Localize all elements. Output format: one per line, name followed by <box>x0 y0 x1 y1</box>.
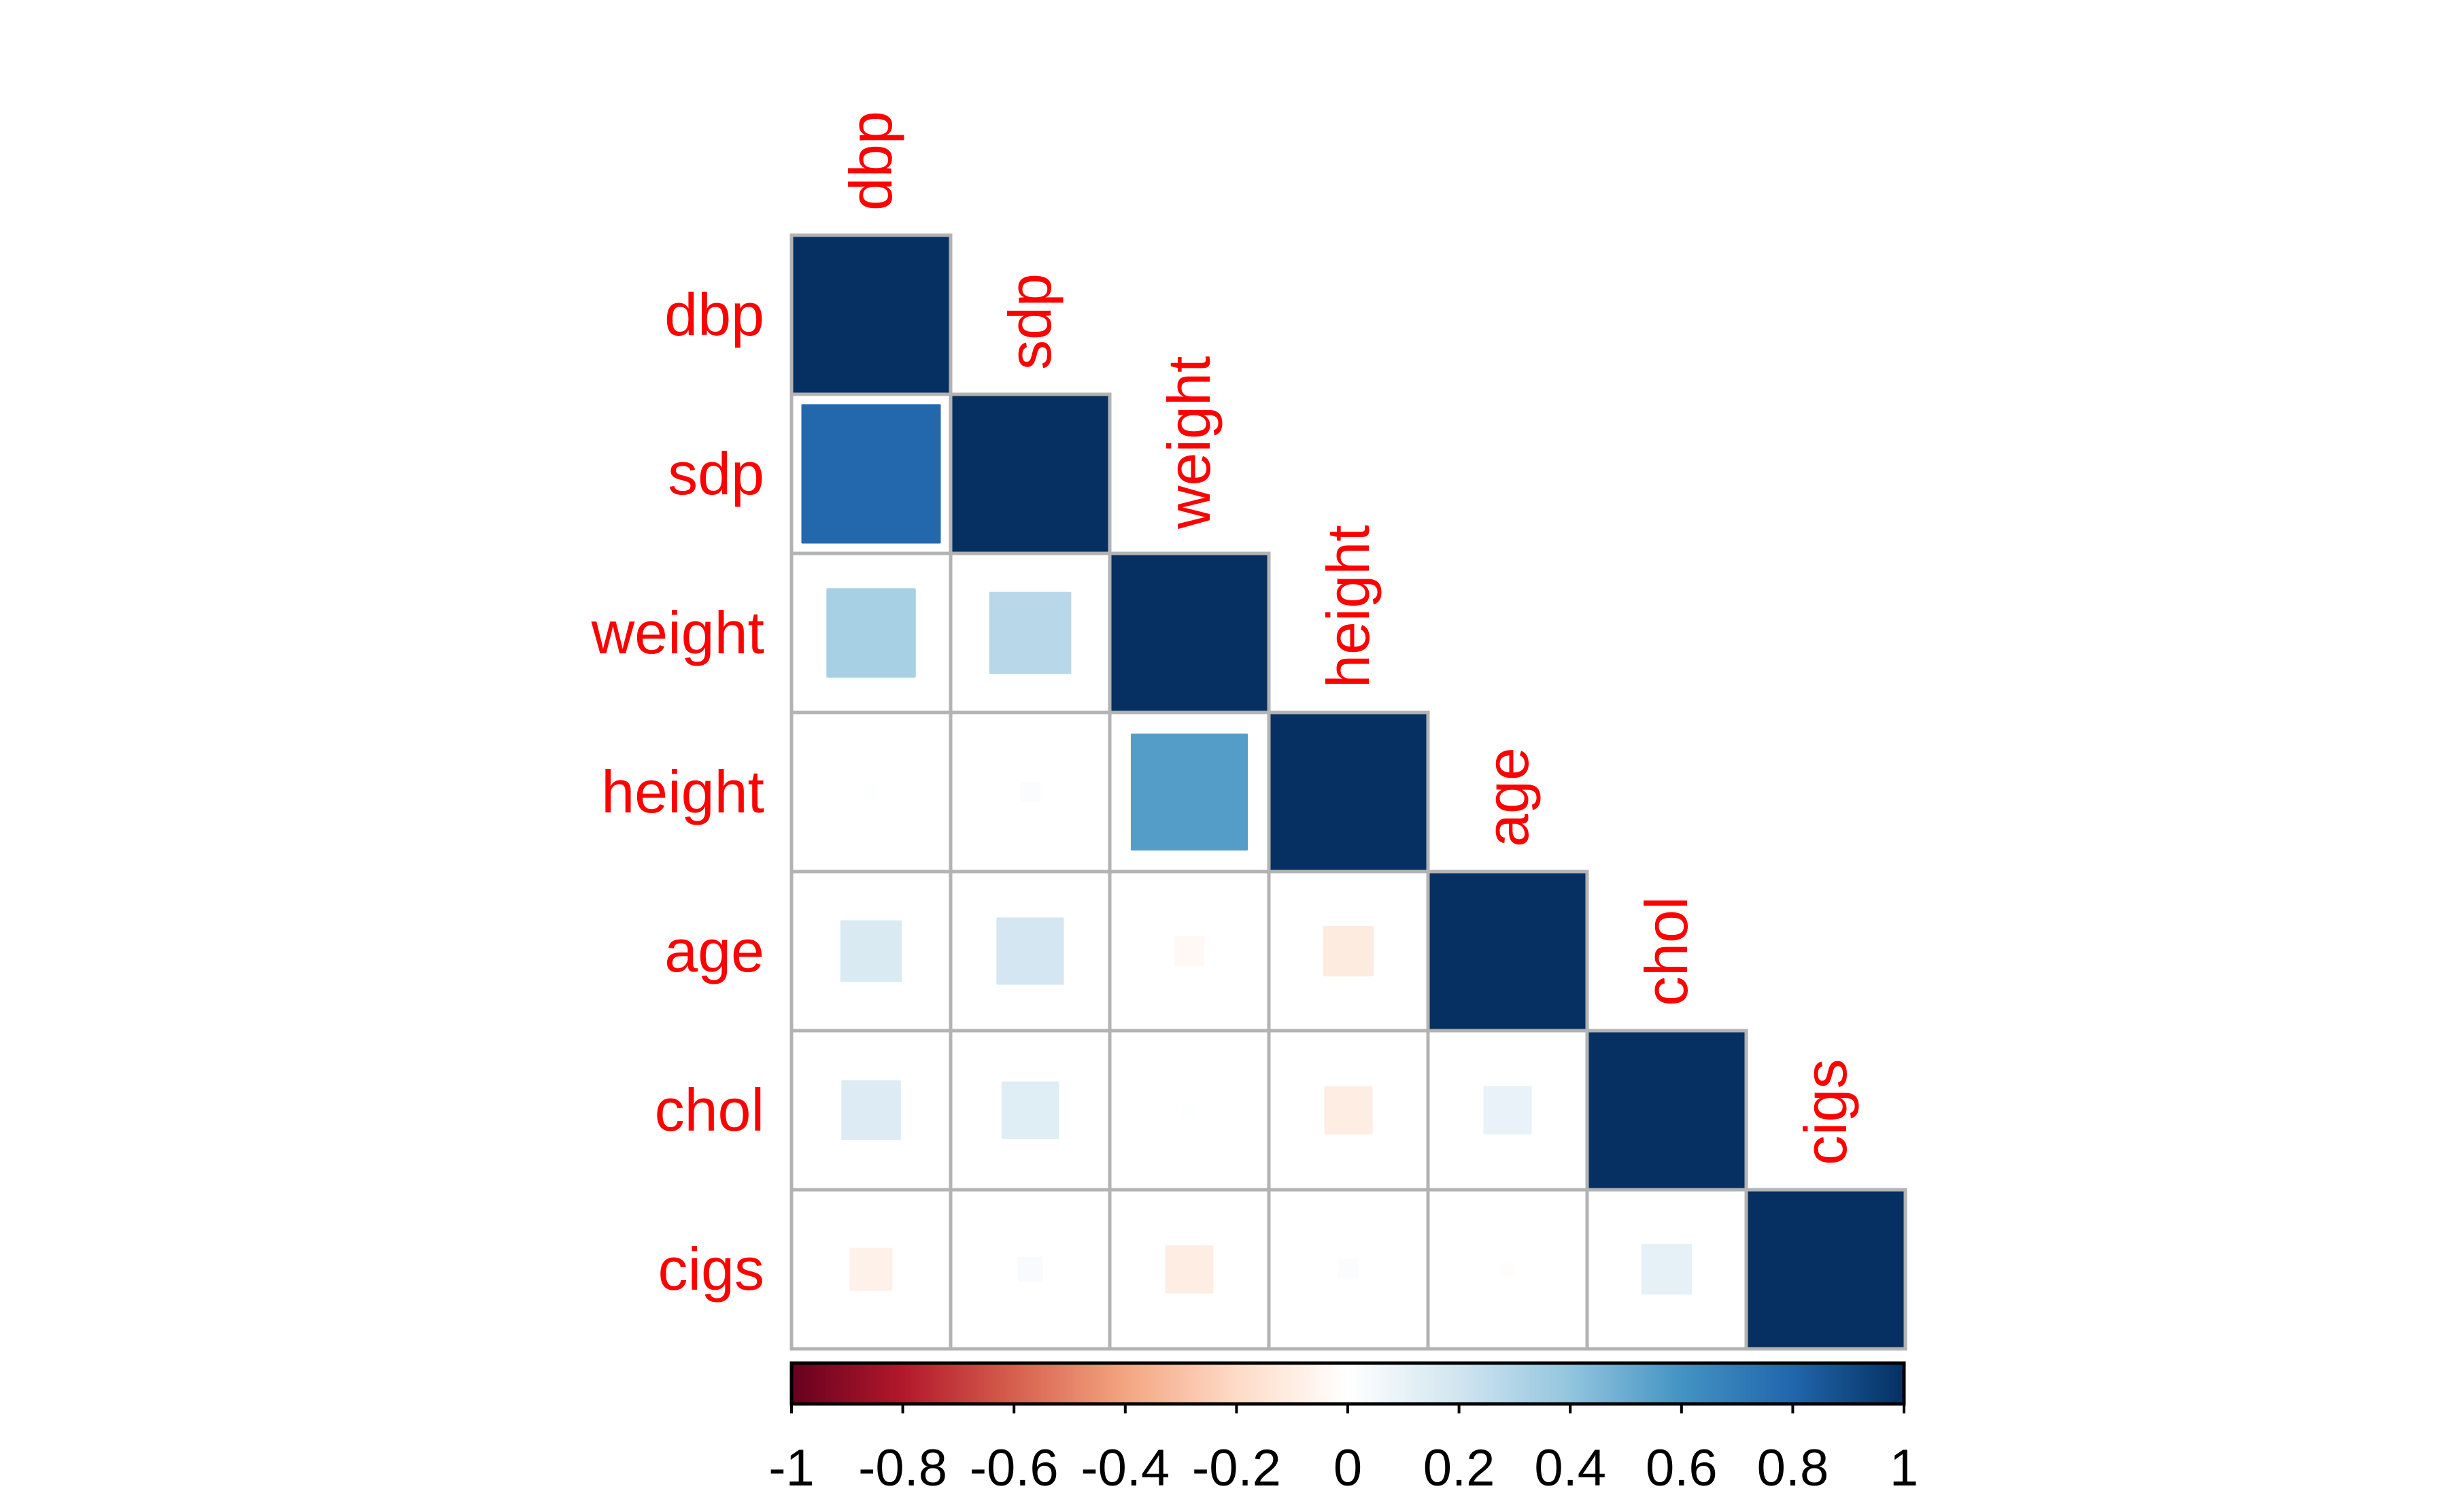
correlation-square-chol-chol <box>1585 1029 1748 1192</box>
correlation-square-sdp-dbp <box>799 402 943 546</box>
colorbar-tick-label: 0.2 <box>1423 1439 1495 1497</box>
correlation-square-height-dbp <box>862 783 881 802</box>
correlation-square-chol-dbp <box>839 1078 903 1142</box>
colorbar-tick-label: -0.2 <box>1192 1439 1281 1497</box>
matrix-cell <box>789 1188 953 1351</box>
column-label-dbp: dbp <box>837 111 904 211</box>
column-label-weight: weight <box>1155 356 1223 530</box>
row-label-chol: chol <box>655 1076 764 1144</box>
correlation-square-cigs-sdp <box>1015 1254 1045 1284</box>
correlation-square-weight-sdp <box>987 589 1074 676</box>
correlation-square-cigs-chol <box>1639 1241 1695 1297</box>
correlation-square-chol-sdp <box>999 1079 1061 1141</box>
row-label-dbp: dbp <box>664 281 764 348</box>
column-label-age: age <box>1474 747 1541 847</box>
correlation-square-cigs-weight <box>1163 1243 1216 1296</box>
matrix-cell <box>949 710 1112 874</box>
colorbar-tick-label: 1 <box>1890 1439 1918 1497</box>
colorbar-gradient <box>789 1361 1906 1406</box>
correlation-square-height-weight <box>1128 731 1251 853</box>
correlation-square-height-height <box>1267 710 1430 874</box>
colorbar-tick-label: 0 <box>1333 1439 1362 1497</box>
column-label-sdp: sdp <box>996 273 1064 370</box>
column-label-cigs: cigs <box>1792 1059 1859 1166</box>
column-labels: dbp sdp weight height age chol cigs <box>837 111 1859 1165</box>
correlation-square-cigs-cigs <box>1744 1188 1907 1351</box>
correlation-square-chol-age <box>1481 1084 1534 1137</box>
column-label-height: height <box>1314 525 1382 688</box>
correlation-square-cigs-age <box>1498 1260 1517 1279</box>
correlation-square-chol-height <box>1322 1084 1375 1137</box>
column-label-chol: chol <box>1633 897 1700 1006</box>
colorbar-tick-label: -0.6 <box>970 1439 1059 1497</box>
row-label-age: age <box>664 917 764 984</box>
colorbar-tick-label: 0.6 <box>1646 1439 1718 1497</box>
row-label-sdp: sdp <box>668 440 764 507</box>
matrix-cell <box>1267 1188 1430 1351</box>
row-label-height: height <box>601 758 764 825</box>
correlation-square-age-sdp <box>994 915 1066 987</box>
correlation-square-height-sdp <box>1017 779 1043 805</box>
correlation-square-age-weight <box>1172 934 1206 968</box>
row-label-cigs: cigs <box>658 1235 765 1303</box>
correlation-square-sdp-sdp <box>949 392 1112 555</box>
row-labels: dbp sdp weight height age chol cigs <box>591 281 764 1303</box>
colorbar: -1 -0.8 -0.6 -0.4 -0.2 0 0.2 0.4 0.6 0.8 1 <box>768 1361 1918 1497</box>
correlation-square-age-age <box>1426 870 1589 1033</box>
correlation-square-weight-dbp <box>824 586 918 680</box>
colorbar-tick-label: 0.8 <box>1757 1439 1829 1497</box>
colorbar-tick-label: -0.8 <box>858 1439 947 1497</box>
correlation-square-dbp-dbp <box>789 233 953 396</box>
colorbar-tick-label: -1 <box>768 1439 815 1497</box>
row-label-weight: weight <box>591 599 764 666</box>
correlation-square-chol-weight <box>1180 1101 1199 1120</box>
correlation-square-cigs-height <box>1336 1256 1361 1282</box>
colorbar-tick-label: 0.4 <box>1534 1439 1606 1497</box>
matrix-cell <box>1267 870 1430 1033</box>
matrix-cells <box>789 233 1907 1351</box>
colorbar-tick-label: -0.4 <box>1081 1439 1170 1497</box>
correlation-square-age-dbp <box>838 918 904 984</box>
correlation-square-cigs-dbp <box>847 1245 895 1293</box>
correlation-square-weight-weight <box>1108 551 1271 715</box>
correlation-square-age-height <box>1321 923 1376 979</box>
